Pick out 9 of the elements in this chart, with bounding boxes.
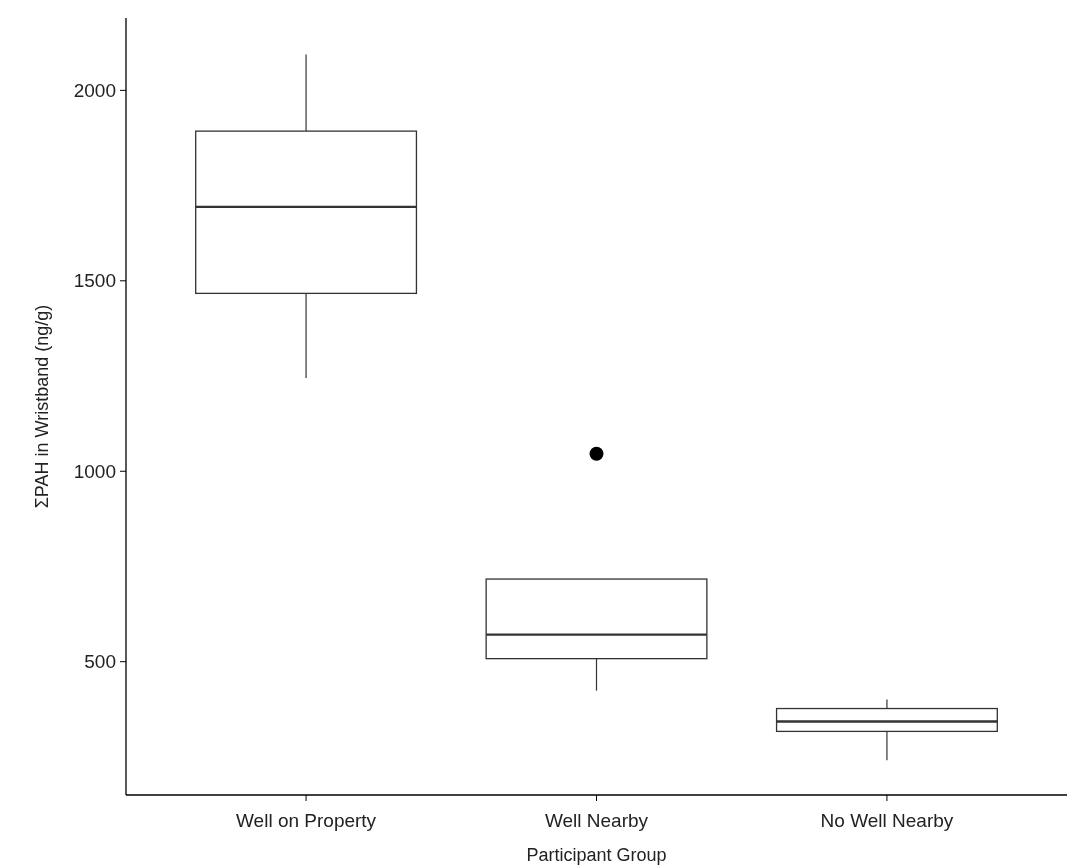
x-axis-title: Participant Group <box>526 845 667 865</box>
x-tick-label: Well Nearby <box>544 810 649 831</box>
x-tick-label: No Well Nearby <box>820 810 954 831</box>
y-tick-label: 2000 <box>73 80 116 102</box>
y-tick-label: 1000 <box>73 460 116 482</box>
y-axis-title: ΣPAH in Wristband (ng/g) <box>32 304 52 509</box>
y-tick-label: 1500 <box>73 270 116 292</box>
y-tick-label: 500 <box>84 651 116 673</box>
x-tick-label: Well on Property <box>236 810 377 831</box>
